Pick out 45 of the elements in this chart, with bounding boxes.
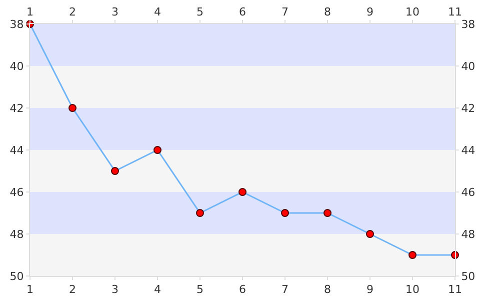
x-tick-label: 4 <box>154 6 161 19</box>
point <box>68 104 76 112</box>
x2-tick-label: 8 <box>324 283 331 296</box>
point <box>408 251 416 259</box>
point <box>324 209 332 217</box>
x-tick-label: 2 <box>69 6 76 19</box>
x-tick-label: 6 <box>239 6 246 19</box>
x-tick-label: 11 <box>448 6 462 19</box>
x2-tick-label: 7 <box>282 283 288 296</box>
point <box>111 167 119 175</box>
point <box>238 188 246 196</box>
x2-tick-label: 2 <box>69 283 76 296</box>
x2-tick-label: 6 <box>239 283 246 296</box>
y2-tick-label: 44 <box>461 144 476 157</box>
x2-tick-label: 9 <box>366 283 374 296</box>
y-tick-label: 48 <box>10 228 24 241</box>
point <box>366 230 374 238</box>
y-tick-label: 46 <box>10 186 24 199</box>
x-tick-label: 10 <box>406 6 420 19</box>
x-tick-label: 8 <box>324 6 331 19</box>
point <box>281 209 289 217</box>
x-tick-label: 9 <box>366 6 374 19</box>
x2-tick-label: 11 <box>448 283 462 296</box>
x-tick-label: 3 <box>112 6 118 19</box>
y-tick-label: 38 <box>10 18 24 31</box>
x2-tick-label: 4 <box>154 283 161 296</box>
x2-tick-label: 5 <box>196 283 204 296</box>
x-tick-label: 1 <box>26 6 34 19</box>
y2-tick-label: 42 <box>461 102 476 115</box>
y2-tick-label: 46 <box>461 186 476 199</box>
x-tick-label: 5 <box>196 6 204 19</box>
y2-tick-label: 48 <box>461 228 476 241</box>
y-tick-label: 44 <box>10 144 24 157</box>
x-tick-label: 7 <box>282 6 288 19</box>
point <box>154 146 162 154</box>
y-tick-label: 50 <box>10 270 24 283</box>
y2-tick-label: 40 <box>461 60 476 73</box>
x2-tick-label: 10 <box>406 283 420 296</box>
point <box>196 209 204 217</box>
y2-tick-label: 50 <box>461 270 476 283</box>
x2-tick-label: 3 <box>112 283 118 296</box>
y-tick-label: 40 <box>10 60 24 73</box>
y2-tick-label: 38 <box>461 18 476 31</box>
x2-tick-label: 1 <box>26 283 34 296</box>
y-tick-label: 42 <box>10 102 24 115</box>
